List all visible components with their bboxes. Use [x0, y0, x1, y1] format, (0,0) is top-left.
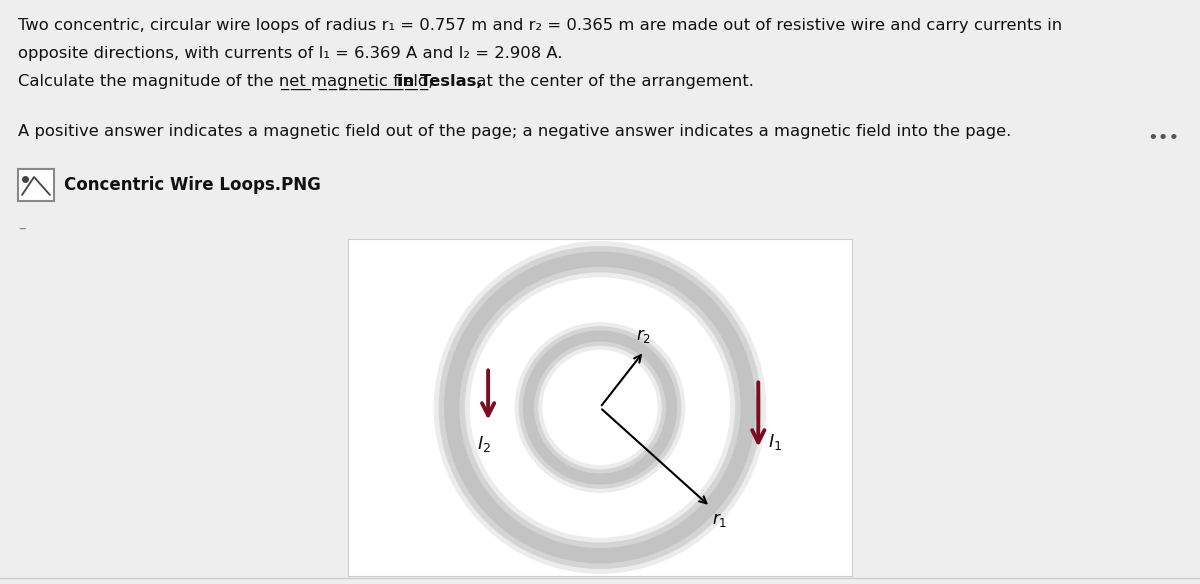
Text: Calculate the magnitude of the n̲e̲t̲ ̲m̲a̲g̲n̲e̲t̲i̲c̲ ̲f̲i̲e̲l̲d̲,: Calculate the magnitude of the n̲e̲t̲ ̲m…	[18, 74, 439, 90]
Text: $r_2$: $r_2$	[636, 327, 652, 345]
Text: opposite directions, with currents of I₁ = 6.369 A and I₂ = 2.908 A.: opposite directions, with currents of I₁…	[18, 46, 563, 61]
Text: $r_1$: $r_1$	[712, 511, 727, 529]
Text: $I_1$: $I_1$	[768, 432, 782, 451]
Text: in Teslas,: in Teslas,	[397, 74, 482, 89]
Text: Two concentric, circular wire loops of radius r₁ = 0.757 m and r₂ = 0.365 m are : Two concentric, circular wire loops of r…	[18, 18, 1062, 33]
FancyBboxPatch shape	[18, 169, 54, 201]
Text: $I_2$: $I_2$	[478, 434, 491, 454]
Text: at the center of the arrangement.: at the center of the arrangement.	[472, 74, 755, 89]
Text: Concentric Wire Loops.PNG: Concentric Wire Loops.PNG	[64, 176, 320, 194]
FancyBboxPatch shape	[348, 239, 852, 576]
Text: –: –	[18, 221, 25, 236]
Text: •••: •••	[1147, 129, 1180, 147]
Text: A positive answer indicates a magnetic field out of the page; a negative answer : A positive answer indicates a magnetic f…	[18, 124, 1012, 139]
